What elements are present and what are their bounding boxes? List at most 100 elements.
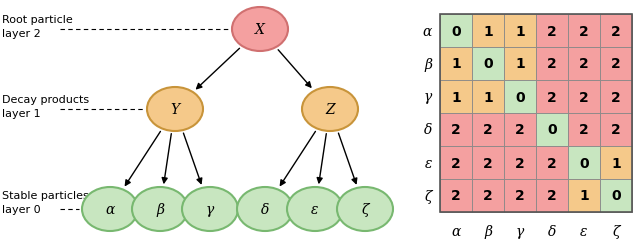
Text: ε: ε <box>424 156 432 170</box>
Text: δ: δ <box>424 123 432 137</box>
Text: 2: 2 <box>547 156 557 170</box>
Text: 1: 1 <box>611 156 621 170</box>
Bar <box>568 146 600 179</box>
Text: 2: 2 <box>451 156 461 170</box>
Text: 2: 2 <box>611 90 621 104</box>
Bar <box>472 15 504 48</box>
Text: β: β <box>424 57 432 71</box>
Text: Decay products: Decay products <box>2 94 89 105</box>
Bar <box>600 179 632 212</box>
Text: 2: 2 <box>547 57 557 71</box>
Ellipse shape <box>132 187 188 231</box>
Text: β: β <box>156 202 164 216</box>
Bar <box>600 81 632 114</box>
Text: 2: 2 <box>451 123 461 137</box>
Text: 0: 0 <box>483 57 493 71</box>
Text: α: α <box>451 224 461 238</box>
Bar <box>568 114 600 146</box>
Text: X: X <box>255 23 265 37</box>
Text: 2: 2 <box>515 189 525 203</box>
Bar <box>568 48 600 81</box>
Text: 0: 0 <box>547 123 557 137</box>
Ellipse shape <box>237 187 293 231</box>
Ellipse shape <box>182 187 238 231</box>
Bar <box>568 15 600 48</box>
Text: γ: γ <box>424 90 432 104</box>
Text: layer 2: layer 2 <box>2 29 41 39</box>
Text: γ: γ <box>516 224 524 238</box>
Text: β: β <box>484 224 492 238</box>
Text: 0: 0 <box>611 189 621 203</box>
Bar <box>600 48 632 81</box>
Bar <box>440 146 472 179</box>
Bar <box>536 114 568 146</box>
Bar <box>568 179 600 212</box>
Text: 2: 2 <box>451 189 461 203</box>
Text: layer 0: layer 0 <box>2 204 40 214</box>
Text: layer 1: layer 1 <box>2 109 40 118</box>
Bar <box>440 114 472 146</box>
Bar <box>472 179 504 212</box>
Text: 0: 0 <box>579 156 589 170</box>
Text: 2: 2 <box>579 57 589 71</box>
Text: 1: 1 <box>451 90 461 104</box>
Bar <box>472 81 504 114</box>
Text: 2: 2 <box>611 123 621 137</box>
Text: Z: Z <box>325 103 335 116</box>
Bar <box>600 114 632 146</box>
Bar <box>600 15 632 48</box>
Bar <box>536 81 568 114</box>
Text: ε: ε <box>311 202 319 216</box>
Text: 1: 1 <box>579 189 589 203</box>
Text: 1: 1 <box>515 24 525 38</box>
Text: ε: ε <box>580 224 588 238</box>
Bar <box>504 15 536 48</box>
Text: 1: 1 <box>451 57 461 71</box>
Text: δ: δ <box>261 202 269 216</box>
Bar <box>440 81 472 114</box>
Text: 2: 2 <box>515 123 525 137</box>
Text: 2: 2 <box>515 156 525 170</box>
Text: 2: 2 <box>579 123 589 137</box>
Bar <box>440 15 472 48</box>
Text: 2: 2 <box>547 24 557 38</box>
Bar <box>600 146 632 179</box>
Text: 2: 2 <box>483 189 493 203</box>
Text: 1: 1 <box>483 90 493 104</box>
Text: 2: 2 <box>547 189 557 203</box>
Text: 1: 1 <box>515 57 525 71</box>
Bar <box>440 15 632 212</box>
Text: Y: Y <box>170 103 180 116</box>
Bar <box>568 81 600 114</box>
Text: 2: 2 <box>483 156 493 170</box>
Text: 2: 2 <box>547 90 557 104</box>
Text: 0: 0 <box>515 90 525 104</box>
Text: ζ: ζ <box>424 189 432 203</box>
Ellipse shape <box>82 187 138 231</box>
Text: 2: 2 <box>611 57 621 71</box>
Bar <box>440 179 472 212</box>
Bar <box>472 48 504 81</box>
Bar <box>536 15 568 48</box>
Text: ζ: ζ <box>612 224 620 238</box>
Text: α: α <box>422 24 432 38</box>
Text: δ: δ <box>548 224 556 238</box>
Text: 2: 2 <box>579 90 589 104</box>
Bar <box>440 48 472 81</box>
Bar <box>504 48 536 81</box>
Bar <box>504 146 536 179</box>
Ellipse shape <box>302 88 358 132</box>
Ellipse shape <box>147 88 203 132</box>
Bar <box>472 146 504 179</box>
Ellipse shape <box>232 8 288 52</box>
Bar <box>504 114 536 146</box>
Text: Root particle: Root particle <box>2 15 73 25</box>
Text: 2: 2 <box>611 24 621 38</box>
Bar <box>536 48 568 81</box>
Text: ζ: ζ <box>361 202 369 216</box>
Text: 0: 0 <box>451 24 461 38</box>
Text: 2: 2 <box>579 24 589 38</box>
Text: α: α <box>106 202 115 216</box>
Text: Stable particles: Stable particles <box>2 190 89 200</box>
Bar <box>536 146 568 179</box>
